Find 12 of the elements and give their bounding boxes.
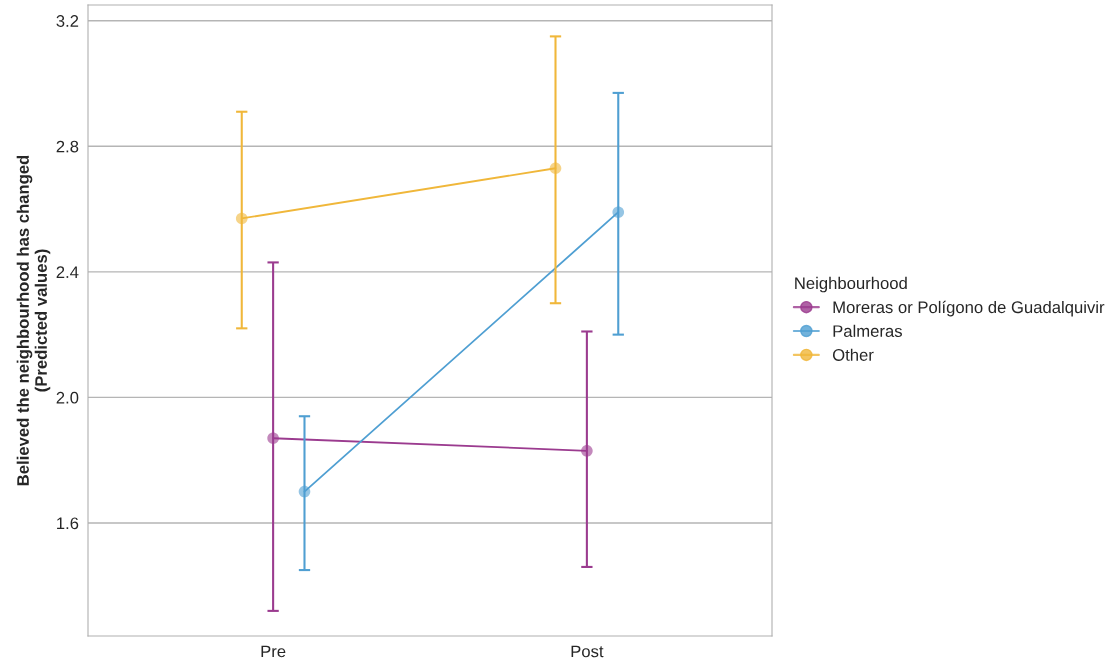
- y-tick-label: 2.4: [56, 266, 79, 278]
- y-tick-label: 1.6: [57, 517, 79, 530]
- legend-label: Moreras or Polígono de Guadalquivir: [833, 300, 1105, 317]
- legend-title: Neighbourhood: [795, 276, 907, 293]
- y-axis-title: Believed the neighbourhood has changed (Predicted values): [16, 155, 51, 486]
- y-tick-label: 2.0: [56, 391, 79, 404]
- x-tick-label: Post: [571, 645, 604, 658]
- y-tick-label: 3.2: [56, 15, 79, 27]
- legend-label: Palmeras: [833, 324, 902, 338]
- legend-label: Other: [832, 348, 874, 361]
- x-tick-label: Pre: [261, 645, 286, 658]
- y-tick-label: 2.8: [56, 140, 79, 153]
